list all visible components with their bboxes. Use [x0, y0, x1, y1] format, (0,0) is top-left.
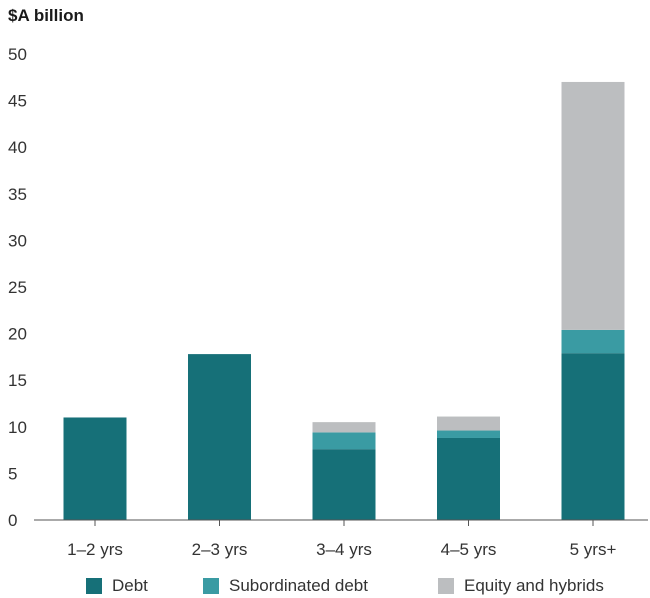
bar-equity-and-hybrids-3-4-yrs [312, 422, 376, 433]
legend-item-debt: Debt [86, 576, 148, 596]
bar-debt-1-2-yrs [63, 417, 127, 520]
y-tick-label: 15 [8, 371, 27, 390]
bar-debt-5-yrs [561, 353, 625, 520]
legend-label-debt: Debt [112, 576, 148, 595]
x-tick-label: 4–5 yrs [441, 540, 497, 559]
x-axis-ticks: 1–2 yrs 2–3 yrs 3–4 yrs 4–5 yrs 5 yrs+ [67, 520, 616, 559]
bar-debt-4-5-yrs [437, 437, 500, 520]
y-tick-label: 35 [8, 185, 27, 204]
y-tick-label: 45 [8, 92, 27, 111]
y-tick-label: 20 [8, 325, 27, 344]
legend-swatch-debt [86, 578, 102, 594]
y-tick-label: 5 [8, 464, 17, 483]
bars [63, 81, 625, 520]
legend-swatch-equity-and-hybrids [438, 578, 454, 594]
bar-debt-2-3-yrs [188, 354, 251, 520]
bar-debt-3-4-yrs [312, 449, 376, 520]
bar-subordinated-debt-4-5-yrs [437, 430, 500, 438]
y-tick-label: 25 [8, 278, 27, 297]
y-tick-label: 50 [8, 45, 27, 64]
y-tick-label: 30 [8, 231, 27, 250]
legend: Debt Subordinated debt Equity and hybrid… [0, 576, 650, 598]
bar-equity-and-hybrids-5-yrs [561, 81, 625, 330]
legend-label-equity-and-hybrids: Equity and hybrids [464, 576, 604, 595]
bar-subordinated-debt-5-yrs [561, 329, 625, 354]
x-tick-label: 2–3 yrs [192, 540, 248, 559]
y-tick-label: 40 [8, 138, 27, 157]
legend-label-subordinated-debt: Subordinated debt [229, 576, 368, 595]
legend-swatch-subordinated-debt [203, 578, 219, 594]
y-tick-label: 0 [8, 511, 17, 530]
bar-subordinated-debt-3-4-yrs [312, 432, 376, 450]
y-axis-ticks: 0 5 10 15 20 25 30 35 40 45 50 [8, 45, 27, 530]
x-tick-label: 5 yrs+ [570, 540, 617, 559]
bar-equity-and-hybrids-4-5-yrs [437, 416, 500, 431]
stacked-bar-chart: 0 5 10 15 20 25 30 35 40 45 50 1–2 yrs 2–3 yrs 3–4 y… [8, 45, 648, 559]
y-axis-unit-label: $A billion [8, 6, 84, 25]
y-tick-label: 10 [8, 418, 27, 437]
legend-item-subordinated-debt: Subordinated debt [203, 576, 368, 596]
x-tick-label: 3–4 yrs [316, 540, 372, 559]
legend-item-equity-and-hybrids: Equity and hybrids [438, 576, 604, 596]
x-tick-label: 1–2 yrs [67, 540, 123, 559]
